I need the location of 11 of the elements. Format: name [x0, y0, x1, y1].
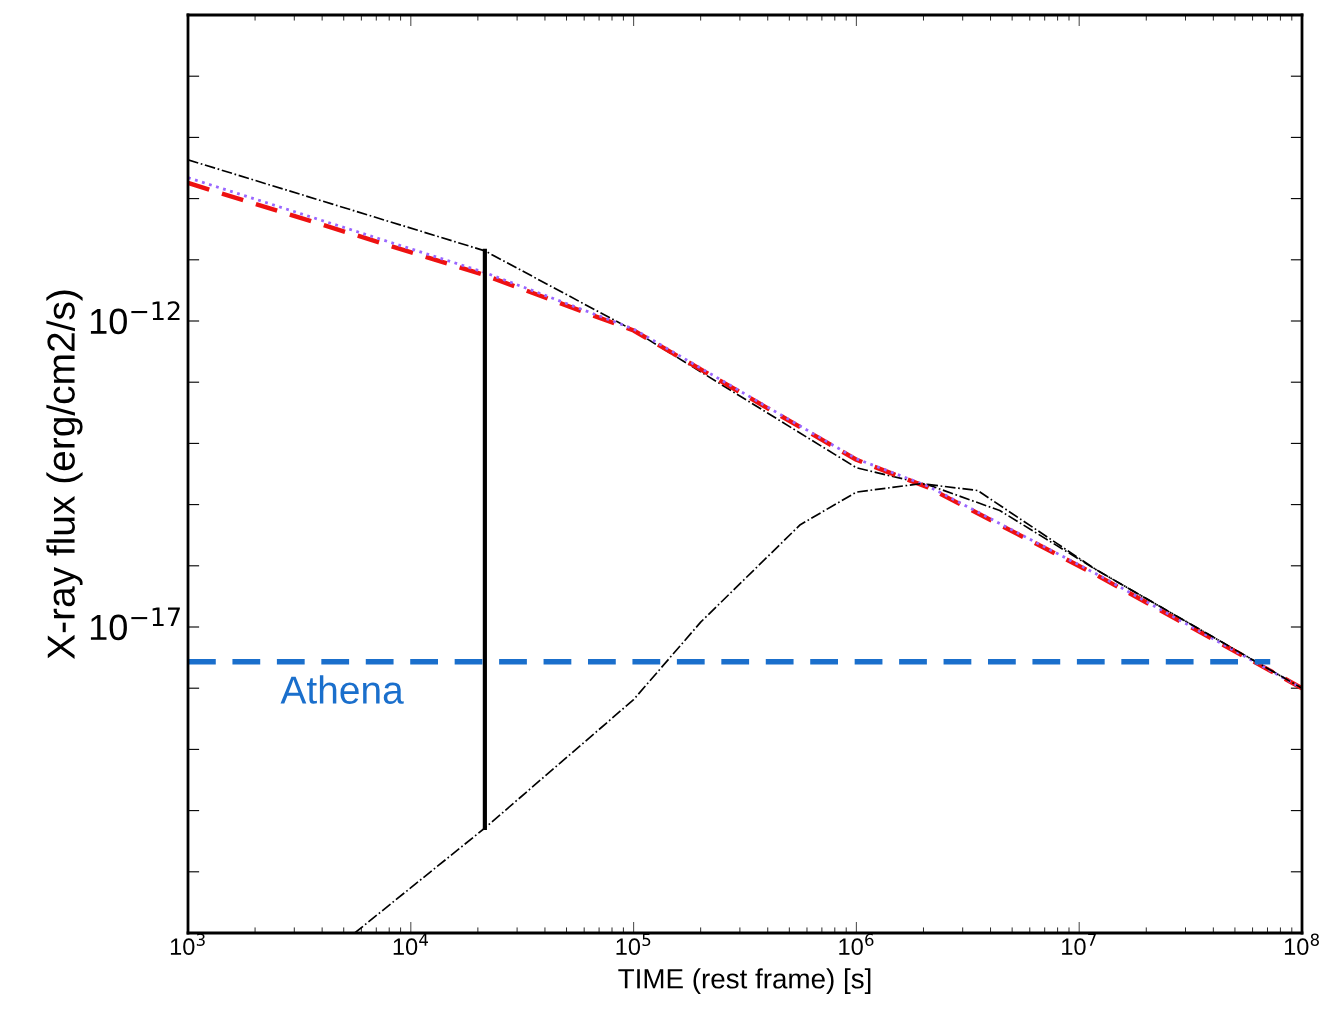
x-tick-label: 10$^{8}$	[1284, 933, 1319, 956]
annotation: Athena	[280, 675, 404, 704]
x-tick-label: 10$^{5}$	[616, 933, 651, 956]
x-tick-label: 10$^{3}$	[170, 933, 205, 956]
x-tick-label: 10$^{7}$	[1062, 933, 1096, 956]
y-tick-label: 10$^{−12}$	[90, 301, 180, 335]
x-tick-label: 10$^{6}$	[839, 933, 874, 956]
x-axis-title: TIME (rest frame) [s]	[618, 968, 871, 995]
y-axis-title: X-ray flux (erg/cm2/s)	[46, 290, 83, 659]
y-tick-label: 10$^{−17}$	[90, 607, 180, 641]
x-tick-label: 10$^{4}$	[393, 933, 428, 956]
